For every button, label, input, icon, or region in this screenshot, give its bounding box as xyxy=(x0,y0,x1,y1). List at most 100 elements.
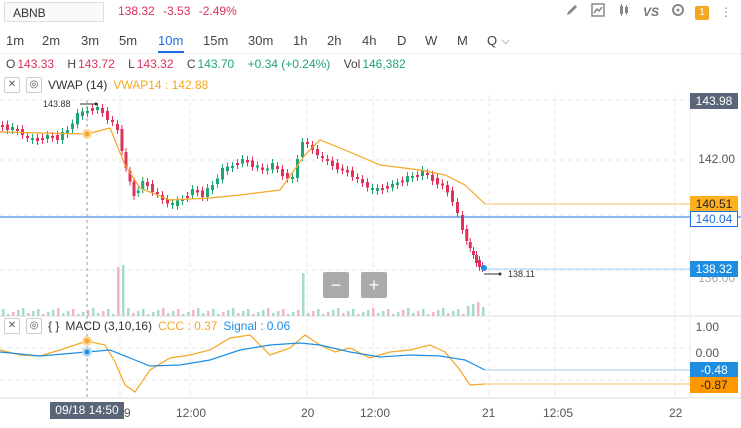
candle-body xyxy=(166,199,169,204)
candle-body xyxy=(336,163,339,170)
candle-body xyxy=(301,142,304,157)
candle-body xyxy=(86,111,89,113)
alerts-badge[interactable]: 1 xyxy=(695,6,709,20)
tf-4h[interactable]: 4h xyxy=(362,33,377,48)
volume-bar xyxy=(362,312,365,316)
tf-m[interactable]: M xyxy=(457,33,468,48)
volume-bar xyxy=(2,309,5,316)
volume-bar xyxy=(282,309,285,316)
candlesticks xyxy=(1,103,484,272)
volume-bar xyxy=(402,310,405,316)
candle-body xyxy=(146,182,149,186)
candle-body xyxy=(251,160,254,167)
crosshair-ccc-dot xyxy=(84,338,90,344)
more-icon[interactable]: ⋮ xyxy=(720,5,732,19)
close-icon[interactable]: ✕ xyxy=(4,318,20,334)
volume-bar xyxy=(287,314,290,316)
volume-bar xyxy=(57,308,60,316)
close-icon[interactable]: ✕ xyxy=(4,77,20,93)
candle-body xyxy=(46,135,49,139)
volume-bar xyxy=(387,309,390,316)
tf-1h[interactable]: 1h xyxy=(293,33,308,48)
tf-q[interactable]: Q xyxy=(487,33,498,48)
macd-tag-signal: -0.48 xyxy=(690,362,738,378)
volume-bar xyxy=(172,311,175,316)
macd-ccc-line xyxy=(0,334,486,393)
candle-body xyxy=(128,171,132,182)
ohlc-readout: O 143.33 H 143.72 L 143.32 C 143.70 +0.34 (+… xyxy=(6,57,416,71)
candle-body xyxy=(196,190,199,193)
tf-d[interactable]: D xyxy=(397,33,407,48)
low-marker-dot xyxy=(498,272,502,276)
volume-bar xyxy=(437,310,440,316)
candle-body xyxy=(211,185,214,190)
volume-bar xyxy=(207,311,210,316)
tf-1m[interactable]: 1m xyxy=(6,33,25,48)
volume-bar xyxy=(312,311,315,316)
candle-body xyxy=(431,175,434,181)
candle-body xyxy=(376,188,379,191)
tf-2m[interactable]: 2m xyxy=(42,33,61,48)
candle-body xyxy=(396,182,399,185)
zoom-out-button[interactable]: − xyxy=(323,272,349,298)
volume-bar xyxy=(277,311,280,316)
symbol-input[interactable]: ABNB xyxy=(4,2,104,22)
candle-body xyxy=(176,200,179,206)
eye-icon[interactable]: ◎ xyxy=(26,318,42,334)
volume-bar xyxy=(127,308,130,316)
candle-body xyxy=(356,177,359,179)
volume-bar xyxy=(137,311,140,316)
candle-body xyxy=(96,107,99,110)
volume-bar xyxy=(352,309,355,316)
volume-bar xyxy=(332,310,335,316)
tf-w[interactable]: W xyxy=(425,33,438,48)
volume-bar xyxy=(462,314,465,316)
time-label: 12:00 xyxy=(360,406,391,420)
time-label: 12:05 xyxy=(543,406,574,420)
volume-bar xyxy=(472,304,475,316)
candle-body xyxy=(41,138,44,140)
candles-icon[interactable] xyxy=(615,3,633,21)
tf-10m[interactable]: 10m xyxy=(158,33,184,48)
tf-30m[interactable]: 30m xyxy=(248,33,274,48)
candle-body xyxy=(291,177,294,179)
change-value: +0.34 (+0.24%) xyxy=(247,57,331,71)
compare-button[interactable]: VS xyxy=(642,5,659,19)
volume-bar xyxy=(482,307,485,316)
volume-bar xyxy=(192,310,195,316)
crosshair-date-tag: 09/18 14:50 xyxy=(50,402,124,419)
volume-bar xyxy=(477,302,480,316)
volume-bar xyxy=(212,309,215,316)
volume-bar xyxy=(182,314,185,316)
eye-icon[interactable]: ◎ xyxy=(26,77,42,93)
tf-5m[interactable]: 5m xyxy=(119,33,138,48)
volume-bar xyxy=(117,267,120,316)
candle-body xyxy=(461,215,464,230)
settings-icon[interactable] xyxy=(669,3,687,21)
price-label-mid: 142.00 xyxy=(698,152,735,166)
candle-body xyxy=(475,255,478,263)
pencil-icon[interactable] xyxy=(563,3,581,21)
open-value: 143.33 xyxy=(17,57,55,71)
zoom-in-button[interactable]: + xyxy=(361,272,387,298)
volume-label: Vol xyxy=(343,57,361,71)
chevron-down-icon[interactable]: ⌵ xyxy=(502,36,510,47)
volume-bar xyxy=(397,312,400,316)
tf-3m[interactable]: 3m xyxy=(81,33,100,48)
volume-bar xyxy=(82,312,85,316)
candle-body xyxy=(256,165,259,168)
candle-body xyxy=(468,242,472,248)
tf-2h[interactable]: 2h xyxy=(327,33,342,48)
candle-body xyxy=(371,188,374,190)
tf-15m[interactable]: 15m xyxy=(203,33,229,48)
chart-icon[interactable] xyxy=(589,3,607,21)
volume-bar xyxy=(412,313,415,316)
candle-body xyxy=(16,129,19,131)
volume-bar xyxy=(302,273,305,316)
macd-label-zero: 0.00 xyxy=(695,346,719,360)
macd-braces[interactable]: { } xyxy=(48,319,60,333)
volume-bar xyxy=(382,311,385,316)
volume-bar xyxy=(187,312,190,316)
candle-body xyxy=(201,190,204,197)
